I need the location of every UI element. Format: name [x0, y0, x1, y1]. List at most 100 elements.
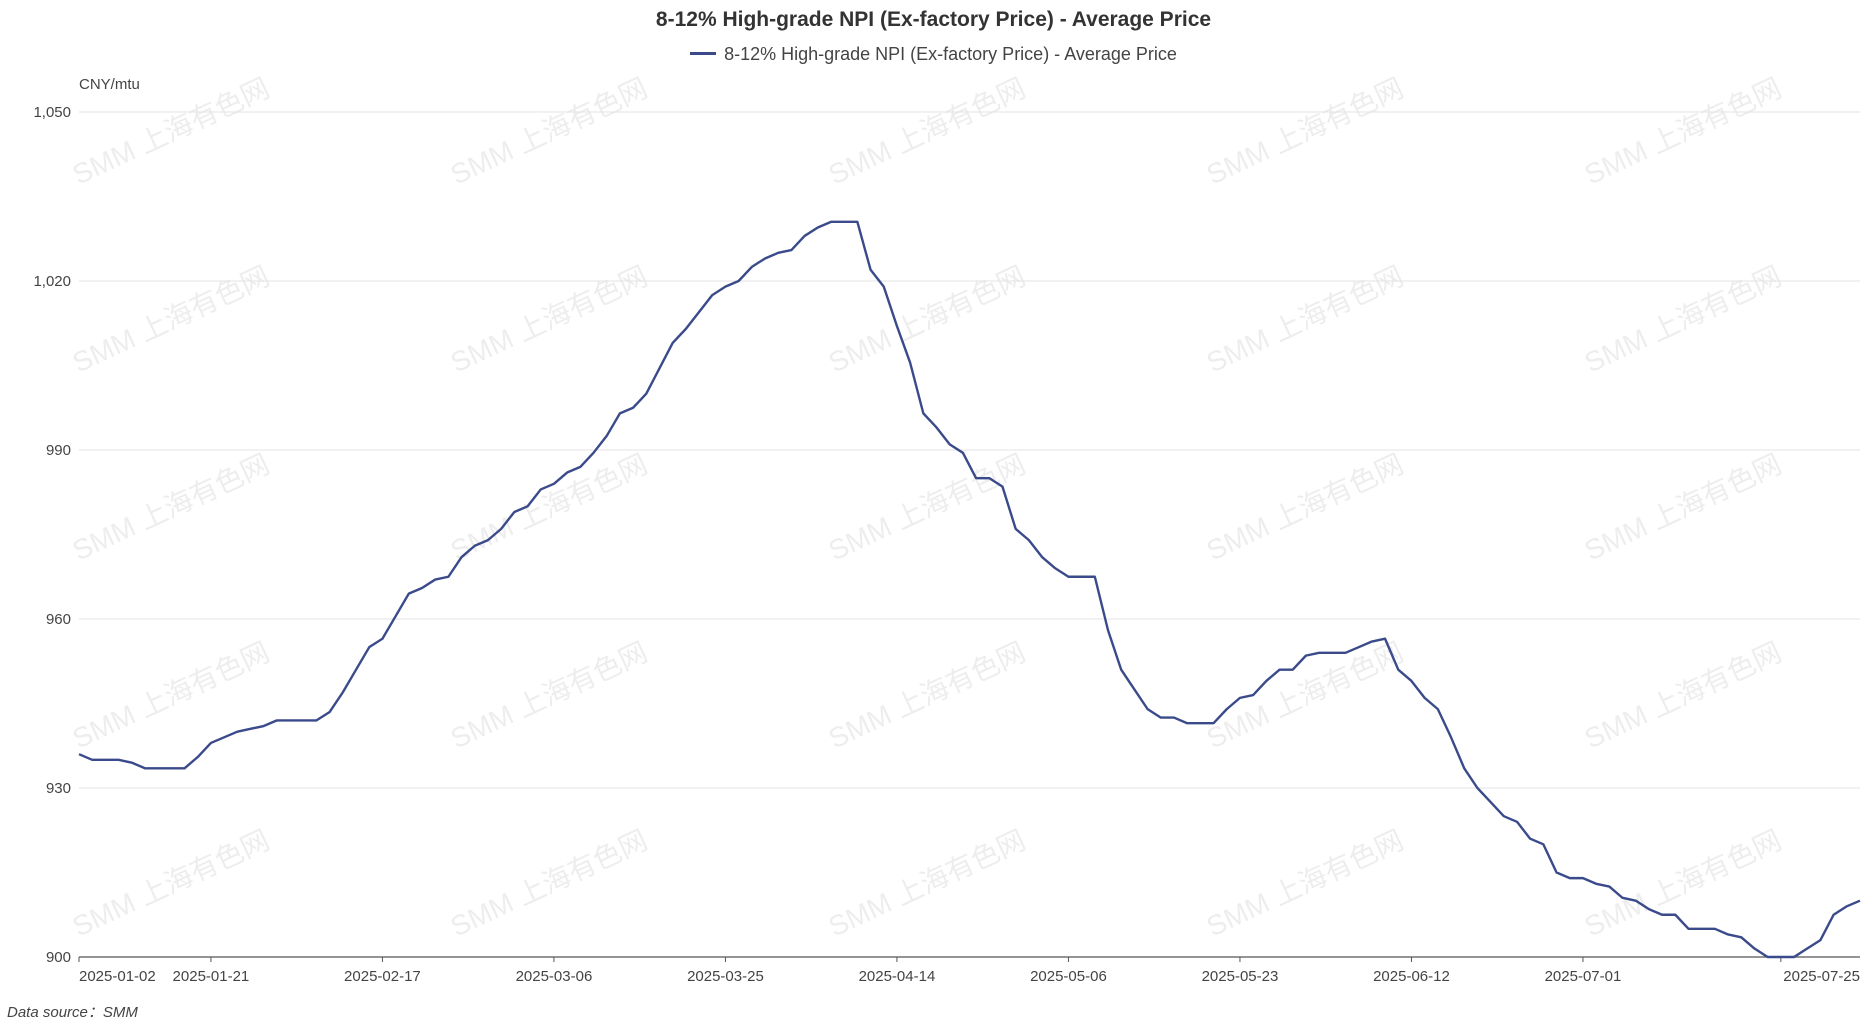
data-point	[394, 614, 398, 618]
data-point	[816, 225, 820, 229]
data-point	[1475, 786, 1479, 790]
data-point	[1713, 927, 1717, 931]
data-point	[1304, 654, 1308, 658]
data-point	[895, 324, 899, 328]
data-point	[539, 487, 543, 491]
data-point	[169, 766, 173, 770]
data-point	[77, 752, 81, 756]
data-point	[948, 442, 952, 446]
watermark-text: SMM 上海有色网	[446, 448, 652, 566]
data-point	[921, 411, 925, 415]
data-point	[776, 251, 780, 255]
data-point	[1053, 566, 1057, 570]
data-point	[1515, 820, 1519, 824]
data-point	[1792, 955, 1796, 959]
data-point	[1449, 735, 1453, 739]
data-point	[935, 425, 939, 429]
data-point	[1330, 651, 1334, 655]
data-point	[750, 265, 754, 269]
data-point	[328, 710, 332, 714]
watermark-text: SMM 上海有色网	[824, 72, 1030, 190]
chart-title: 8-12% High-grade NPI (Ex-factory Price) …	[655, 8, 1212, 31]
y-tick-label: 990	[46, 442, 71, 459]
data-point	[1264, 679, 1268, 683]
data-point	[367, 645, 371, 649]
data-point	[90, 758, 94, 762]
data-point	[829, 220, 833, 224]
data-point	[671, 341, 675, 345]
data-point	[1185, 721, 1189, 725]
data-point	[1818, 938, 1822, 942]
data-point	[1502, 814, 1506, 818]
data-point	[1080, 575, 1084, 579]
data-point	[592, 451, 596, 455]
legend-swatch-icon	[690, 51, 717, 55]
x-tick-label: 2025-02-17	[344, 968, 421, 985]
grid-lines	[79, 111, 1860, 789]
data-point	[446, 575, 450, 579]
data-point	[737, 279, 741, 283]
data-point	[1119, 668, 1123, 672]
watermark-text: SMM 上海有色网	[446, 636, 652, 754]
legend[interactable]: 8-12% High-grade NPI (Ex-factory Price) …	[0, 44, 1867, 65]
data-point	[1858, 899, 1862, 903]
data-point	[1040, 555, 1044, 559]
data-point	[1594, 882, 1598, 886]
data-point	[341, 690, 345, 694]
data-point	[1541, 842, 1545, 846]
y-tick-label: 930	[46, 780, 71, 797]
data-point	[1278, 668, 1282, 672]
data-point	[473, 544, 477, 548]
data-source-label: Data source：SMM	[7, 1004, 138, 1021]
watermark-layer: SMM 上海有色网 SMM 上海有色网 SMM 上海有色网 SMM 上海有色网 SMM …	[68, 72, 1786, 942]
watermark-text: SMM 上海有色网	[824, 824, 1030, 942]
data-point	[1555, 871, 1559, 875]
watermark-text: SMM 上海有色网	[1580, 636, 1786, 754]
data-point	[1027, 538, 1031, 542]
watermark-text: SMM 上海有色网	[1202, 72, 1408, 190]
data-point	[1845, 904, 1849, 908]
watermark-text: SMM 上海有色网	[1580, 448, 1786, 566]
data-point	[130, 761, 134, 765]
watermark-text: SMM 上海有色网	[1580, 260, 1786, 378]
watermark-text: SMM 上海有色网	[1580, 824, 1786, 942]
data-point	[1212, 721, 1216, 725]
data-point	[512, 510, 516, 514]
data-point	[499, 527, 503, 531]
watermark-text: SMM 上海有色网	[1580, 72, 1786, 190]
data-point	[235, 730, 239, 734]
y-axis-unit-label: CNY/mtu	[79, 76, 140, 93]
data-point	[908, 361, 912, 365]
data-point	[249, 727, 253, 731]
data-point	[1436, 707, 1440, 711]
data-point	[631, 406, 635, 410]
data-point	[1409, 679, 1413, 683]
watermark-text: SMM 上海有色网	[824, 636, 1030, 754]
data-point	[1383, 637, 1387, 641]
data-point	[605, 434, 609, 438]
data-point	[974, 476, 978, 480]
watermark-text: SMM 上海有色网	[68, 824, 274, 942]
data-point	[552, 482, 556, 486]
data-point	[117, 758, 121, 762]
data-point	[1686, 927, 1690, 931]
data-point	[196, 755, 200, 759]
data-point	[1726, 932, 1730, 936]
data-point	[460, 555, 464, 559]
data-point	[684, 327, 688, 331]
data-point	[618, 411, 622, 415]
data-point	[855, 220, 859, 224]
data-point	[1225, 707, 1229, 711]
data-point	[1000, 485, 1004, 489]
data-point	[526, 504, 530, 508]
data-point	[1396, 668, 1400, 672]
x-tick-label: 2025-06-12	[1373, 968, 1450, 985]
data-point	[1779, 955, 1783, 959]
data-point	[433, 578, 437, 582]
data-point	[1832, 913, 1836, 917]
x-tick-label: 2025-03-25	[687, 968, 764, 985]
data-point	[1198, 721, 1202, 725]
data-point	[1066, 575, 1070, 579]
data-point	[209, 741, 213, 745]
data-point	[301, 718, 305, 722]
